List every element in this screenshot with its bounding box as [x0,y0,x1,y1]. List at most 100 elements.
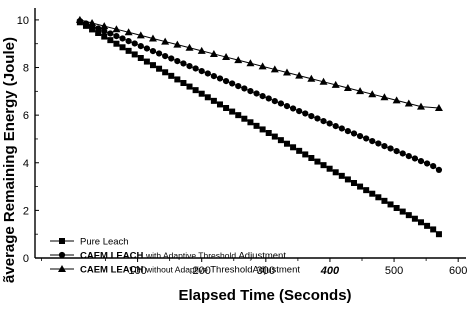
y-tick-label: 8 [23,63,29,75]
data-point-triangle [404,99,413,107]
data-point-circle [143,45,150,52]
data-point-square [265,130,272,136]
data-point-square [308,155,315,161]
data-point-triangle [148,34,157,42]
data-point-circle [393,147,400,155]
data-point-circle [216,75,224,82]
data-point-triangle [319,77,328,85]
data-point-triangle [356,87,365,95]
y-tick-label: 4 [23,158,29,170]
data-point-circle [222,77,230,85]
data-point-square [247,119,254,126]
data-point-square [101,33,108,40]
data-point-square [95,30,102,36]
series-layer [75,15,443,238]
legend-label-bold: CAEM LEACH [80,251,146,262]
data-point-triangle [331,80,340,88]
data-point-square [350,180,357,186]
data-point-square [107,37,114,44]
y-tick-label: 10 [17,15,29,27]
series-1 [76,19,442,238]
data-point-square [296,147,303,154]
legend-label: CAEM LEACH with Adaptive Threshold Adjus… [80,251,286,262]
x-axis-label: Elapsed Time (Seconds) [178,287,351,304]
data-point-circle [308,112,315,120]
data-point-circle [320,117,327,125]
data-point-circle [192,65,199,72]
data-point-square [259,126,266,133]
data-point-circle [381,142,388,150]
data-point-circle [125,37,132,45]
data-point-triangle [380,93,389,101]
data-point-triangle [136,31,145,39]
data-point-circle [435,166,443,174]
data-point-circle [229,80,236,87]
data-point-square [271,133,278,140]
data-point-square [393,205,400,211]
x-tick-label: 400 [320,265,340,277]
data-point-square [241,115,248,122]
data-point-square [326,165,333,172]
legend-label: CAEM LEACH without Adaptive ThresholdAdj… [80,265,300,276]
data-point-square [119,44,126,51]
data-point-triangle [173,40,182,48]
data-point-square [168,72,175,79]
y-tick-label: 2 [23,205,29,217]
legend-marker-triangle [58,265,66,272]
legend-entry: Pure Leach [50,237,129,248]
data-point-circle [253,90,260,97]
y-axis-label: ãverage Remaining Energy (Joule) [1,37,18,283]
data-point-triangle [185,43,194,51]
data-point-triangle [295,71,304,79]
data-point-circle [283,102,291,110]
data-point-square [131,51,138,58]
data-point-square [198,90,205,97]
data-point-square [405,212,412,219]
data-point-circle [326,120,333,127]
data-point-triangle [282,68,291,76]
data-point-square [186,83,193,90]
data-point-circle [411,155,418,162]
data-point-circle [180,60,187,67]
data-point-circle [131,40,138,47]
data-point-circle [356,132,364,140]
data-point-square [363,187,370,194]
data-point-circle [137,42,144,50]
legend-label-small: without Adaptive [145,265,210,275]
data-point-circle [430,162,437,170]
data-point-square [283,140,290,147]
data-point-square [235,112,242,119]
data-point-circle [277,100,284,107]
data-point-circle [107,30,114,37]
data-point-square [417,219,424,226]
data-point-circle [168,55,175,62]
data-point-square [375,194,382,201]
data-point-square [216,101,223,108]
data-point-square [149,62,156,69]
series-3 [75,15,443,111]
data-point-circle [241,85,248,92]
data-point-square [424,222,431,229]
data-point-square [369,190,376,197]
data-point-square [320,162,327,169]
data-point-square [89,26,96,33]
data-point-square [229,108,236,115]
axis-ticks: 100 200 300 400 500 600 0 2 4 6 8 10 [17,15,468,277]
x-tick-label: 500 [385,265,403,277]
data-point-triangle [197,46,206,54]
data-point-circle [369,137,376,145]
data-point-circle [296,107,303,115]
legend-marker-circle [58,251,66,259]
data-point-circle [417,157,425,165]
data-point-triangle [416,102,425,110]
legend: Pure Leach CAEM LEACH with Adaptive Thres… [50,237,300,276]
data-point-square [156,65,163,72]
legend-label-rest: ThresholdAdjustment [210,265,300,276]
data-point-circle [338,125,345,132]
data-point-circle [204,70,211,77]
x-tick-label: 600 [449,265,467,277]
data-point-circle [289,105,297,112]
data-point-square [137,55,144,61]
data-point-square [125,47,132,54]
